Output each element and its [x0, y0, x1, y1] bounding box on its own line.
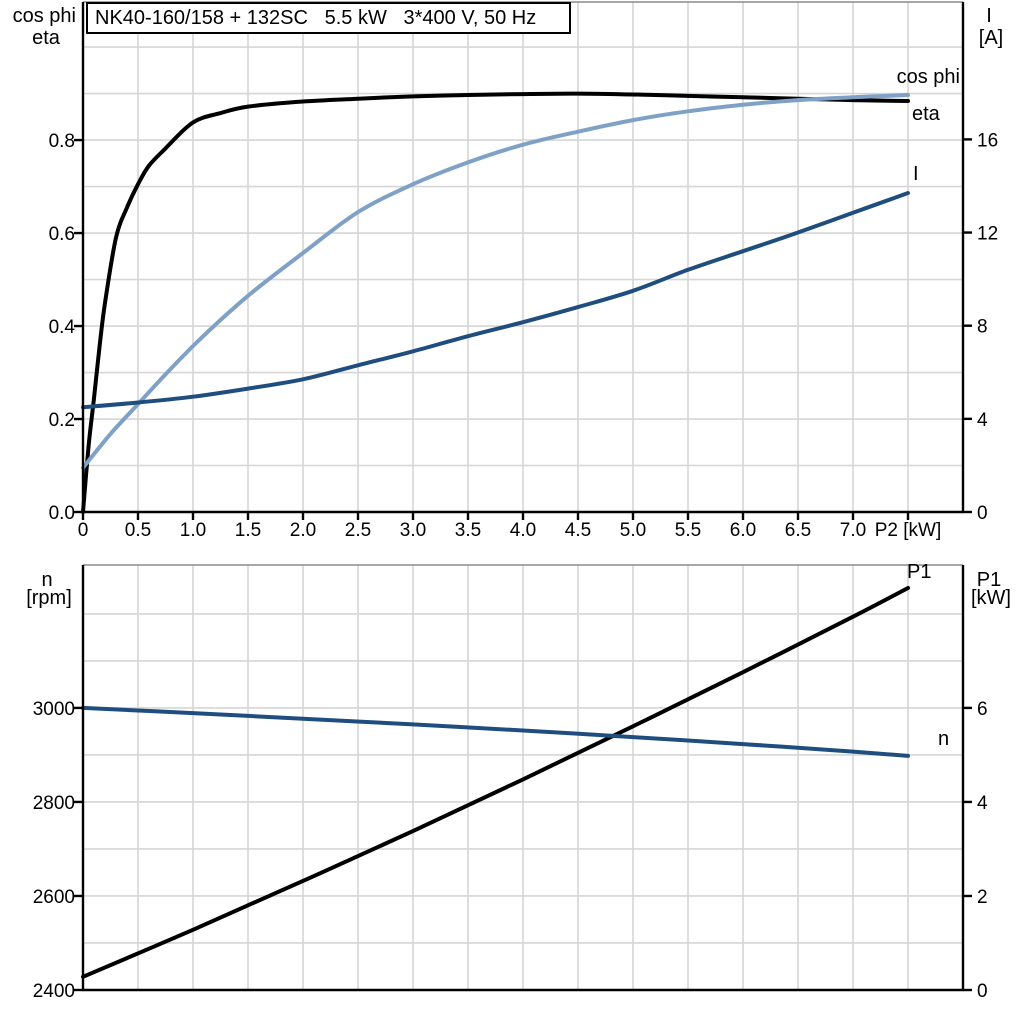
right-tick-label: 0 [977, 981, 988, 1002]
chart-title: NK40-160/158 + 132SC 5.5 kW 3*400 V, 50 … [95, 6, 537, 29]
bottom-right-axis-title-line2: [kW] [971, 587, 1011, 609]
x-tick-label: 5.5 [675, 520, 701, 541]
right-tick-label: 8 [977, 317, 988, 338]
top-chart: 0 0.5 1.0 1.5 2.0 2.5 3.0 3.5 4.0 4.5 5.0 5.5 6.0 6.5… [49, 1, 999, 541]
x-tick-label: 2.5 [345, 520, 371, 541]
right-tick-label: 12 [977, 224, 998, 245]
curves [81, 586, 910, 979]
x-tick-label: 7.0 [840, 520, 866, 541]
p1-curve-label: P1 [907, 561, 931, 583]
x-tick-label: P2 [kW] [875, 520, 942, 541]
left-tick-label: 3000 [33, 699, 75, 720]
chart-title-box: NK40-160/158 + 132SC 5.5 kW 3*400 V, 50 … [86, 2, 571, 34]
right-tick-label: 6 [977, 699, 988, 720]
I-curve [81, 191, 910, 410]
right-tick-label: 0 [977, 503, 988, 524]
cos-phi-curve [81, 93, 910, 470]
right-tick-label: 4 [977, 793, 988, 814]
n-curve [81, 705, 910, 758]
bottom-left-axis-title-line2: [rpm] [26, 587, 72, 609]
left-tick-label: 0.8 [49, 131, 75, 152]
x-tick-label: 2.0 [290, 520, 316, 541]
left-tick-label: 0.6 [49, 224, 75, 245]
x-tick-label: 1.0 [180, 520, 206, 541]
left-tick-label: 2400 [33, 981, 75, 1002]
left-tick-label: 0.0 [49, 503, 75, 524]
x-tick-label: 4.0 [510, 520, 536, 541]
speed-curve-label: n [938, 728, 949, 750]
ticks: 0 0.5 1.0 1.5 2.0 2.5 3.0 3.5 4.0 4.5 5.0 5.5 6.0 6.5… [49, 130, 999, 541]
x-tick-label: 4.5 [565, 520, 591, 541]
top-left-axis-title-line1: cos phi [13, 5, 76, 27]
x-tick-label: 0.5 [125, 520, 151, 541]
top-left-axis-title-line2: eta [32, 27, 61, 49]
x-tick-label: 3.0 [400, 520, 426, 541]
right-tick-label: 2 [977, 887, 988, 908]
curves [81, 91, 910, 514]
P1-curve [81, 586, 910, 979]
ticks: 2400 2600 2800 3000 0 2 4 6 [33, 699, 988, 1002]
x-tick-label: 6.5 [785, 520, 811, 541]
eta-curve [81, 91, 910, 514]
right-tick-label: 4 [977, 410, 988, 431]
plot-frame [81, 564, 965, 992]
x-tick-label: 0 [78, 520, 89, 541]
cos-phi-curve-label: cos phi [897, 66, 960, 88]
eta-curve-label: eta [912, 103, 941, 125]
bottom-chart: 2400 2600 2800 3000 0 2 4 6 [33, 564, 988, 1002]
top-right-axis-title-line2: [A] [979, 27, 1003, 49]
left-tick-label: 0.4 [49, 317, 76, 338]
x-tick-label: 3.5 [455, 520, 481, 541]
bottom-right-axis-title-line1: P1 [977, 569, 1001, 591]
right-tick-label: 16 [977, 130, 998, 151]
bottom-left-axis-title-line1: n [41, 569, 52, 591]
x-tick-label: 5.0 [620, 520, 646, 541]
x-tick-label: 6.0 [730, 520, 756, 541]
current-curve-label: I [913, 163, 919, 185]
top-right-axis-title-line1: I [986, 5, 992, 27]
left-tick-label: 0.2 [49, 410, 75, 431]
gridlines [83, 2, 963, 512]
left-tick-label: 2800 [33, 793, 75, 814]
gridlines [83, 565, 963, 990]
left-tick-label: 2600 [33, 887, 75, 908]
x-tick-label: 1.5 [235, 520, 261, 541]
